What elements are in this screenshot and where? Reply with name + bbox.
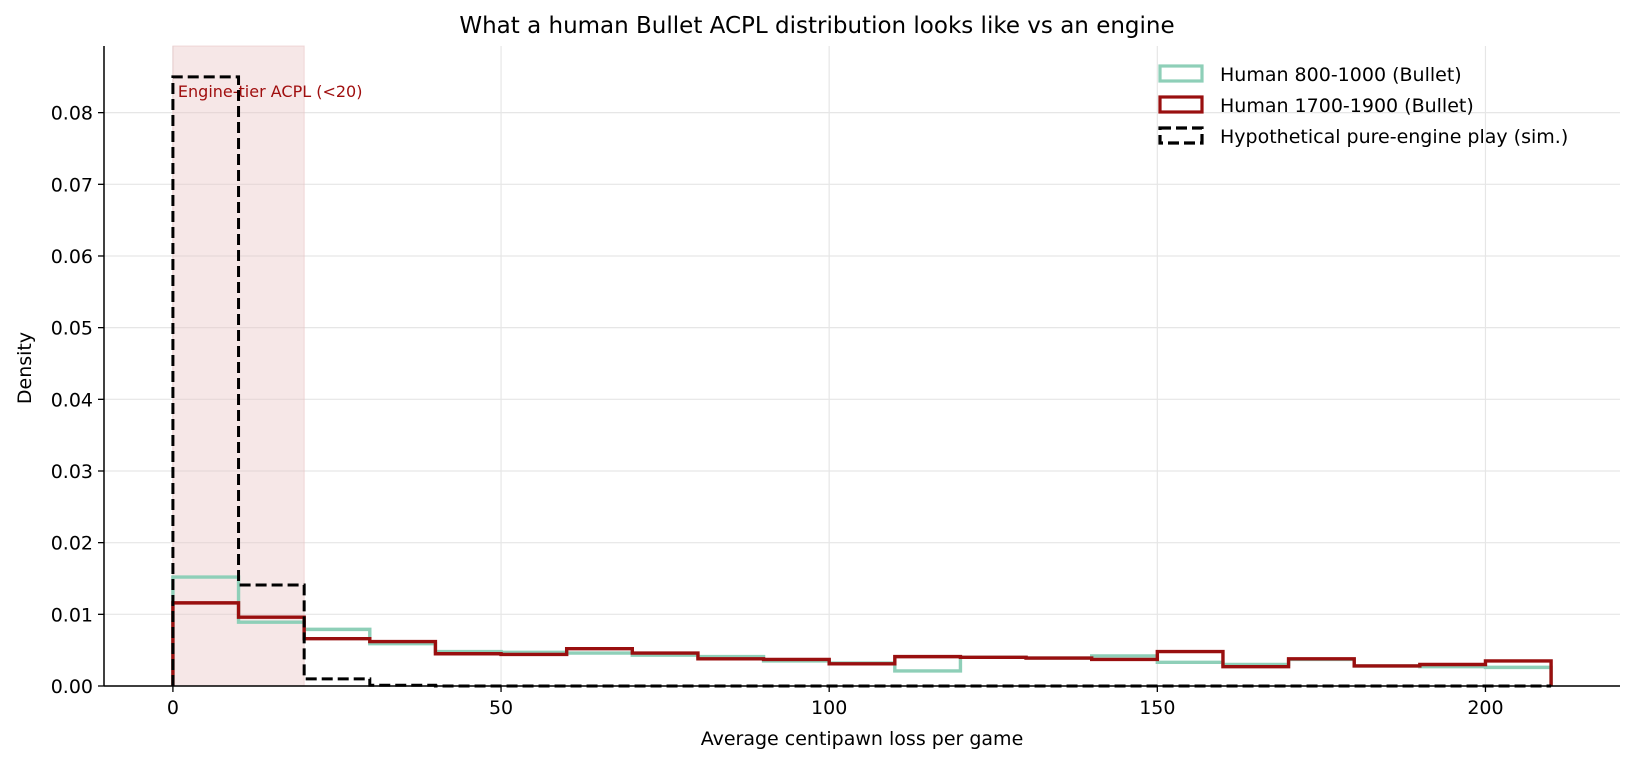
y-tick-label: 0.04 [51,389,93,411]
y-axis-label: Density [14,332,36,404]
x-tick-label: 0 [167,697,179,719]
chart-title: What a human Bullet ACPL distribution lo… [459,13,1174,39]
engine-tier-annotation: Engine-tier ACPL (<20) [178,82,363,101]
legend-label-3: Hypothetical pure-engine play (sim.) [1220,126,1568,148]
legend: Human 800-1000 (Bullet) Human 1700-1900 (… [1158,64,1568,148]
x-tick-label: 100 [811,697,847,719]
x-tick-label: 200 [1467,697,1503,719]
engine-tier-region: Engine-tier ACPL (<20) [172,45,363,687]
x-tick-label: 150 [1139,697,1175,719]
series-3-step-line [171,75,1552,688]
legend-swatch-1 [1158,64,1204,83]
y-tick-label: 0.01 [51,604,93,626]
y-tick-label: 0.08 [51,103,93,125]
legend-swatch-2 [1158,95,1204,114]
y-tick-label: 0.00 [51,676,93,698]
legend-label-1: Human 800-1000 (Bullet) [1220,64,1462,86]
legend-swatch-3 [1158,126,1204,145]
y-tick-label: 0.03 [51,461,93,483]
y-tick-label: 0.06 [51,246,93,268]
legend-label-2: Human 1700-1900 (Bullet) [1220,95,1474,117]
y-tick-label: 0.05 [51,318,93,340]
y-tick-label: 0.02 [51,533,93,555]
histogram-series [171,75,1553,688]
axes: 0 50 100 150 200 0.00 0.01 0.02 0.03 0.04 0.05 0.06… [51,46,1620,719]
series-2-step-line [171,601,1553,686]
x-tick-label: 50 [489,697,513,719]
x-axis-label: Average centipawn loss per game [701,728,1024,750]
series-1-step-line [171,575,1553,686]
y-tick-label: 0.07 [51,174,93,196]
